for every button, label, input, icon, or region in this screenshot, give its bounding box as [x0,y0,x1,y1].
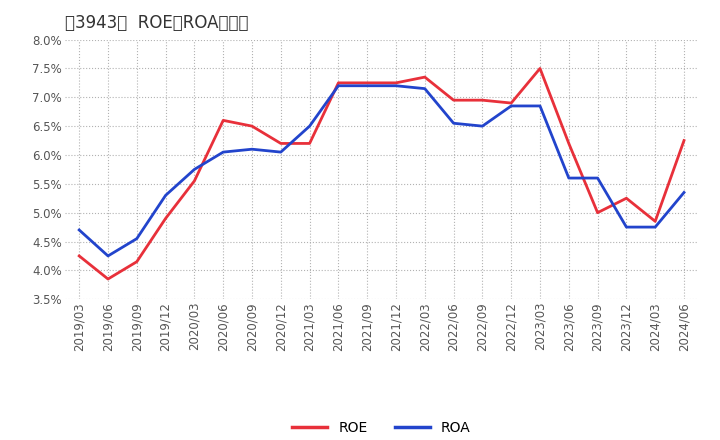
ROA [219,150,228,155]
ROE [75,253,84,259]
ROE [536,66,544,71]
ROE [651,219,660,224]
Legend: ROE, ROA: ROE, ROA [287,415,477,440]
ROE [161,216,170,221]
ROE [305,141,314,146]
ROA [651,224,660,230]
ROE [219,118,228,123]
ROE [190,178,199,183]
ROA [420,86,429,91]
ROE [680,138,688,143]
ROA [478,124,487,129]
ROA [104,253,112,259]
ROE [420,74,429,80]
ROA [161,193,170,198]
ROE [593,210,602,215]
ROA [564,176,573,181]
Text: ［3943］  ROE、ROAの推移: ［3943］ ROE、ROAの推移 [65,15,248,33]
ROE [564,141,573,146]
ROA [507,103,516,109]
ROE [392,80,400,85]
ROE [104,276,112,282]
ROE [507,100,516,106]
ROA [449,121,458,126]
Line: ROA: ROA [79,86,684,256]
ROA [680,190,688,195]
ROE [622,196,631,201]
ROA [392,83,400,88]
ROA [132,236,141,241]
ROA [622,224,631,230]
ROA [593,176,602,181]
Line: ROE: ROE [79,69,684,279]
ROE [132,259,141,264]
ROA [75,227,84,233]
ROE [449,98,458,103]
ROE [276,141,285,146]
ROA [190,167,199,172]
ROE [334,80,343,85]
ROA [305,124,314,129]
ROA [276,150,285,155]
ROA [334,83,343,88]
ROA [363,83,372,88]
ROE [363,80,372,85]
ROA [536,103,544,109]
ROE [478,98,487,103]
ROE [248,124,256,129]
ROA [248,147,256,152]
